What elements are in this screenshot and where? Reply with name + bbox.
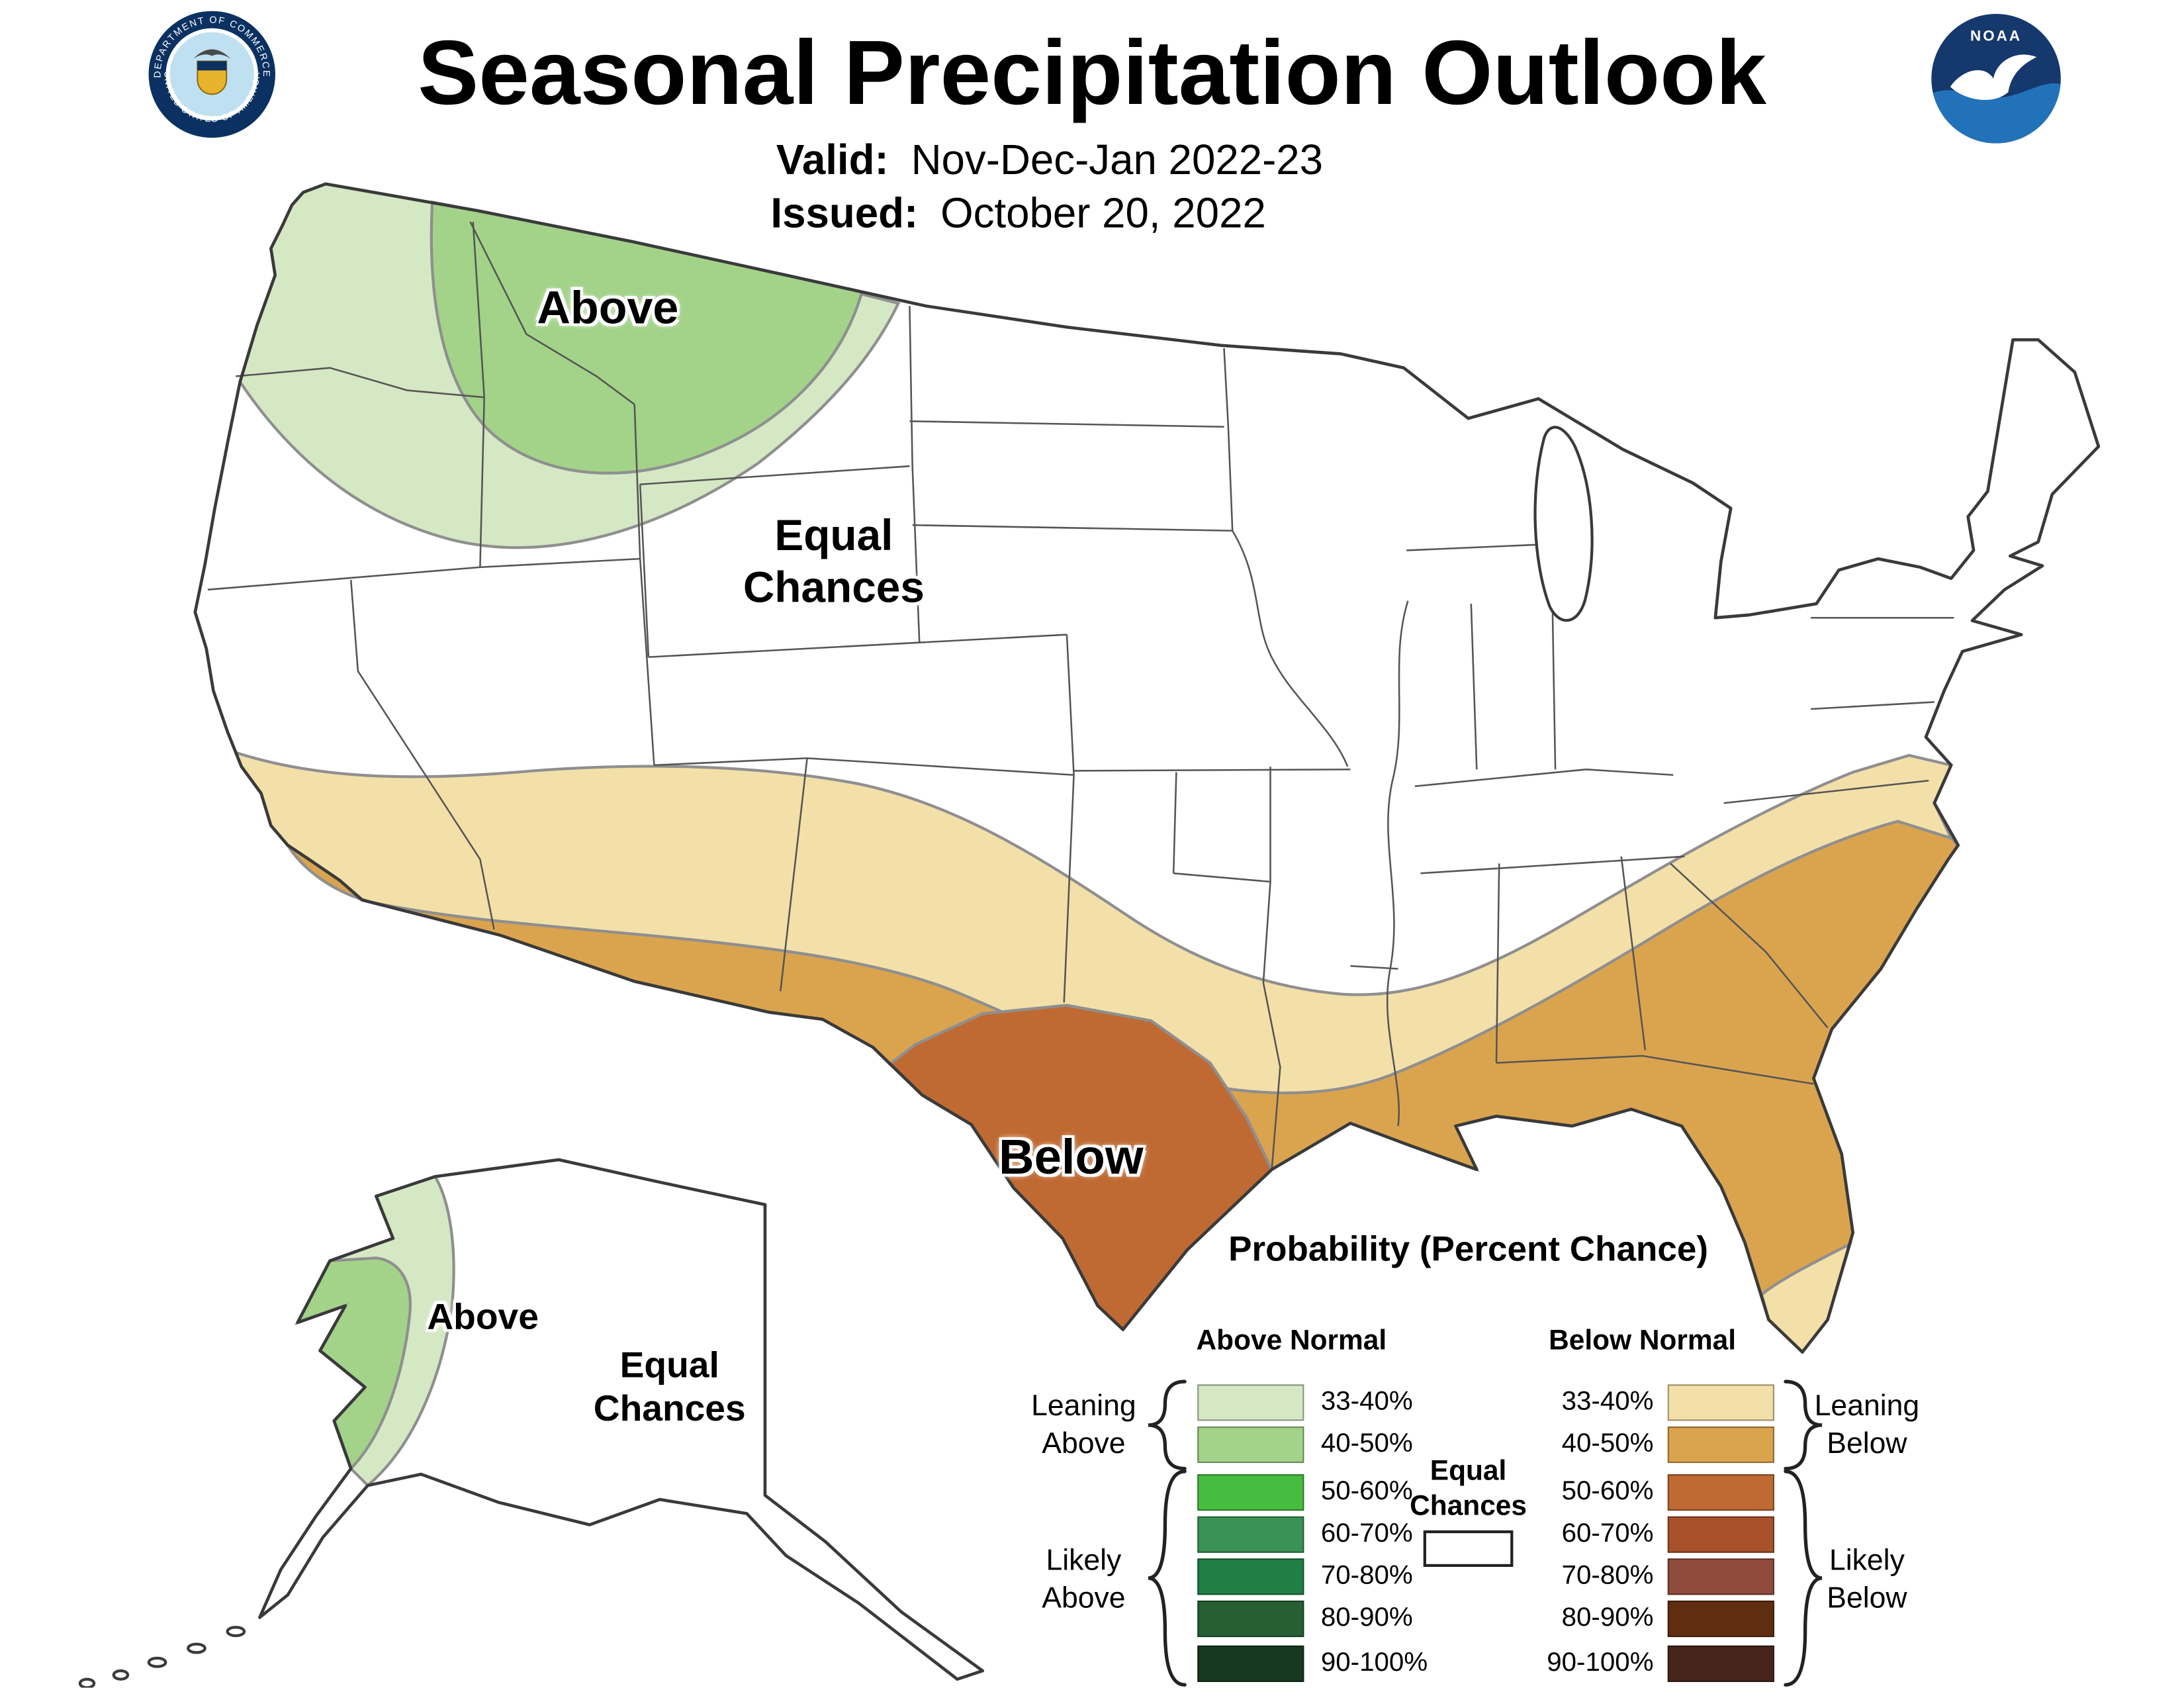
legend-above-row-4: 60-70%: [1197, 1516, 1413, 1553]
legend-below-normal-header: Below Normal: [1549, 1325, 1736, 1356]
legend-above-swatch-4: [1197, 1516, 1304, 1553]
legend-below-row-3: 50-60%: [1524, 1474, 1774, 1511]
doc-seal-eagle-icon: [193, 49, 231, 59]
legend-below-label-6: 80-90%: [1561, 1603, 1654, 1633]
legend-below-swatch-4: [1667, 1516, 1774, 1553]
legend-likely-above-label: Likely Above: [1042, 1544, 1126, 1615]
legend-below-label-7: 90-100%: [1547, 1648, 1654, 1678]
legend-above-swatch-1: [1197, 1384, 1304, 1421]
legend-above-label-3: 50-60%: [1320, 1477, 1413, 1507]
alaska-inset: [78, 1158, 985, 1688]
conus-outline: [193, 182, 2101, 1354]
legend-below-row-1: 33-40%: [1524, 1384, 1774, 1421]
doc-seal: DEPARTMENT OF COMMERCE UNITED STATES OF …: [146, 9, 278, 140]
legend-above-swatch-6: [1197, 1600, 1304, 1638]
legend-equal-chances-line1: Equal: [1430, 1456, 1507, 1487]
legend-below-swatch-1: [1667, 1384, 1774, 1421]
legend-above-label-6: 80-90%: [1320, 1603, 1413, 1633]
legend-above-normal-header: Above Normal: [1196, 1325, 1387, 1356]
legend-above-swatch-3: [1197, 1474, 1304, 1511]
legend-title: Probability (Percent Chance): [1228, 1229, 1708, 1270]
valid-label: Valid:: [776, 137, 889, 184]
map-label-alaska-equal-line1: Equal: [619, 1343, 719, 1386]
legend-above-label-4: 60-70%: [1320, 1519, 1413, 1549]
aleutian-islands: [78, 1626, 246, 1688]
legend-below-row-5: 70-80%: [1524, 1558, 1774, 1595]
region-conus-above-40-50: [430, 200, 864, 475]
legend-above-swatch-2: [1197, 1426, 1304, 1464]
issued-label: Issued:: [770, 191, 919, 238]
legend-equal-chances-label: Equal Chances: [1391, 1454, 1545, 1524]
issued-value: October 20, 2022: [940, 191, 1266, 238]
legend-below-swatch-7: [1667, 1645, 1774, 1682]
legend-above-row-2: 40-50%: [1197, 1426, 1413, 1464]
brace-leaning-below: [1784, 1380, 1823, 1471]
noaa-logo-graphic: NOAA: [1931, 14, 2061, 144]
legend-below-row-6: 80-90%: [1524, 1600, 1774, 1638]
legend-above-label-2: 40-50%: [1320, 1429, 1413, 1459]
map-label-alaska-equal-chances: Equal Chances: [594, 1343, 746, 1430]
legend-leaning-above-label: Leaning Above: [1031, 1389, 1136, 1461]
state-borders: [207, 221, 1954, 1170]
map-label-alaska-above: Above: [427, 1295, 539, 1338]
brace-leaning-above: [1148, 1380, 1187, 1471]
map-label-conus-below: Below: [999, 1130, 1144, 1186]
legend-above-row-6: 80-90%: [1197, 1600, 1413, 1638]
legend-above-label-7: 90-100%: [1320, 1648, 1428, 1678]
noaa-logo-text: NOAA: [1970, 28, 2022, 44]
noaa-bird-icon: [1950, 54, 2037, 100]
legend-equal-chances-line2: Chances: [1410, 1491, 1527, 1523]
legend-below-label-3: 50-60%: [1561, 1477, 1654, 1507]
legend-above-label-5: 70-80%: [1320, 1561, 1413, 1591]
legend-equal-chances-swatch: [1423, 1530, 1514, 1568]
legend-above-swatch-7: [1197, 1645, 1304, 1682]
legend-below-row-7: 90-100%: [1524, 1645, 1774, 1682]
lake-michigan: [1533, 426, 1594, 622]
legend-below-label-5: 70-80%: [1561, 1561, 1654, 1591]
legend-below-label-4: 60-70%: [1561, 1519, 1654, 1549]
legend-below-swatch-2: [1667, 1426, 1774, 1464]
legend-below-swatch-3: [1667, 1474, 1774, 1511]
legend-above-row-3: 50-60%: [1197, 1474, 1413, 1511]
noaa-logo: NOAA: [1929, 11, 2064, 146]
map-label-alaska-equal-line2: Chances: [593, 1387, 746, 1430]
legend-leaning-below-label: Leaning Below: [1814, 1389, 1920, 1461]
conus-regions: [233, 182, 1960, 1354]
doc-seal-graphic: DEPARTMENT OF COMMERCE UNITED STATES OF …: [148, 11, 275, 138]
issued-line: Issued: October 20, 2022: [770, 191, 1265, 238]
legend-below-swatch-6: [1667, 1600, 1774, 1638]
legend-above-swatch-5: [1197, 1558, 1304, 1595]
legend-below-swatch-5: [1667, 1558, 1774, 1595]
map-label-conus-equal-line1: Equal: [774, 510, 893, 560]
legend-below-label-1: 33-40%: [1561, 1387, 1654, 1417]
legend-above-row-5: 70-80%: [1197, 1558, 1413, 1595]
page-title: Seasonal Precipitation Outlook: [418, 21, 1767, 124]
map-label-conus-above: Above: [537, 281, 679, 334]
brace-likely-above: [1148, 1470, 1187, 1687]
legend-above-row-7: 90-100%: [1197, 1645, 1428, 1682]
brace-likely-below: [1784, 1470, 1823, 1687]
map-label-conus-equal-chances: Equal Chances: [743, 510, 925, 614]
alaska-outline: [258, 1158, 985, 1681]
valid-line: Valid: Nov-Dec-Jan 2022-23: [776, 138, 1323, 185]
legend-above-label-1: 33-40%: [1320, 1387, 1413, 1417]
legend-likely-below-label: Likely Below: [1827, 1544, 1907, 1615]
legend-below-row-4: 60-70%: [1524, 1516, 1774, 1553]
valid-value: Nov-Dec-Jan 2022-23: [911, 137, 1324, 184]
map-label-conus-equal-line2: Chances: [743, 563, 925, 612]
legend-below-label-2: 40-50%: [1561, 1429, 1654, 1459]
legend-braces: [1148, 1380, 1823, 1687]
legend-above-row-1: 33-40%: [1197, 1384, 1413, 1421]
legend-below-row-2: 40-50%: [1524, 1426, 1774, 1464]
